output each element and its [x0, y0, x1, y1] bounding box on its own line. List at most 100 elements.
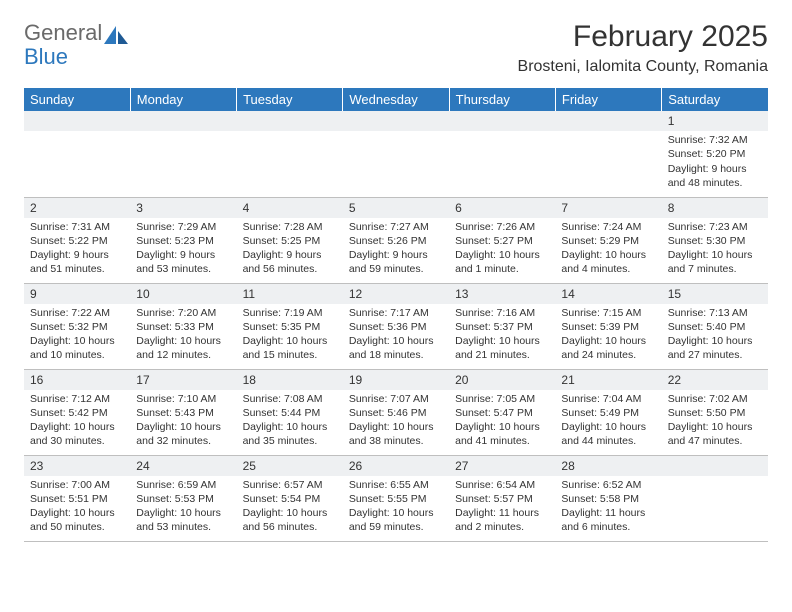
sunrise-text: Sunrise: 6:55 AM	[349, 478, 443, 492]
sunrise-text: Sunrise: 7:26 AM	[455, 220, 549, 234]
sunset-text: Sunset: 5:27 PM	[455, 234, 549, 248]
sunrise-text: Sunrise: 7:19 AM	[243, 306, 337, 320]
calendar-week: 16Sunrise: 7:12 AMSunset: 5:42 PMDayligh…	[24, 369, 768, 455]
calendar-week: 2Sunrise: 7:31 AMSunset: 5:22 PMDaylight…	[24, 197, 768, 283]
day-body: Sunrise: 7:24 AMSunset: 5:29 PMDaylight:…	[555, 218, 661, 281]
title-block: February 2025 Brosteni, Ialomita County,…	[518, 20, 768, 76]
daylight-text: Daylight: 10 hours and 41 minutes.	[455, 420, 549, 448]
calendar-cell: 8Sunrise: 7:23 AMSunset: 5:30 PMDaylight…	[662, 197, 768, 283]
sunset-text: Sunset: 5:46 PM	[349, 406, 443, 420]
day-body: Sunrise: 7:13 AMSunset: 5:40 PMDaylight:…	[662, 304, 768, 367]
day-body: Sunrise: 7:29 AMSunset: 5:23 PMDaylight:…	[130, 218, 236, 281]
header: General February 2025 Brosteni, Ialomita…	[24, 20, 768, 76]
daylight-text: Daylight: 10 hours and 50 minutes.	[30, 506, 124, 534]
sunset-text: Sunset: 5:26 PM	[349, 234, 443, 248]
sunrise-text: Sunrise: 7:07 AM	[349, 392, 443, 406]
calendar-cell: 15Sunrise: 7:13 AMSunset: 5:40 PMDayligh…	[662, 283, 768, 369]
day-body: Sunrise: 7:28 AMSunset: 5:25 PMDaylight:…	[237, 218, 343, 281]
day-body: Sunrise: 7:20 AMSunset: 5:33 PMDaylight:…	[130, 304, 236, 367]
day-body: Sunrise: 7:17 AMSunset: 5:36 PMDaylight:…	[343, 304, 449, 367]
day-number-empty	[449, 111, 555, 131]
day-body: Sunrise: 7:02 AMSunset: 5:50 PMDaylight:…	[662, 390, 768, 453]
sunset-text: Sunset: 5:47 PM	[455, 406, 549, 420]
sunrise-text: Sunrise: 6:57 AM	[243, 478, 337, 492]
day-number: 18	[237, 370, 343, 390]
logo: General	[24, 20, 130, 46]
sunrise-text: Sunrise: 7:13 AM	[668, 306, 762, 320]
sunrise-text: Sunrise: 7:00 AM	[30, 478, 124, 492]
sunset-text: Sunset: 5:25 PM	[243, 234, 337, 248]
calendar-cell	[237, 111, 343, 197]
day-number: 19	[343, 370, 449, 390]
sunset-text: Sunset: 5:32 PM	[30, 320, 124, 334]
day-header-mon: Monday	[130, 88, 236, 111]
day-body: Sunrise: 7:22 AMSunset: 5:32 PMDaylight:…	[24, 304, 130, 367]
daylight-text: Daylight: 10 hours and 47 minutes.	[668, 420, 762, 448]
sunset-text: Sunset: 5:54 PM	[243, 492, 337, 506]
day-number: 2	[24, 198, 130, 218]
daylight-text: Daylight: 10 hours and 53 minutes.	[136, 506, 230, 534]
sunset-text: Sunset: 5:55 PM	[349, 492, 443, 506]
day-number: 5	[343, 198, 449, 218]
calendar-cell: 1Sunrise: 7:32 AMSunset: 5:20 PMDaylight…	[662, 111, 768, 197]
day-body: Sunrise: 6:55 AMSunset: 5:55 PMDaylight:…	[343, 476, 449, 539]
calendar-cell: 14Sunrise: 7:15 AMSunset: 5:39 PMDayligh…	[555, 283, 661, 369]
sunset-text: Sunset: 5:44 PM	[243, 406, 337, 420]
day-number: 7	[555, 198, 661, 218]
day-body: Sunrise: 7:08 AMSunset: 5:44 PMDaylight:…	[237, 390, 343, 453]
calendar-cell: 13Sunrise: 7:16 AMSunset: 5:37 PMDayligh…	[449, 283, 555, 369]
calendar-cell: 4Sunrise: 7:28 AMSunset: 5:25 PMDaylight…	[237, 197, 343, 283]
calendar-cell: 18Sunrise: 7:08 AMSunset: 5:44 PMDayligh…	[237, 369, 343, 455]
calendar-cell: 28Sunrise: 6:52 AMSunset: 5:58 PMDayligh…	[555, 455, 661, 541]
day-number: 11	[237, 284, 343, 304]
daylight-text: Daylight: 10 hours and 12 minutes.	[136, 334, 230, 362]
calendar-cell: 11Sunrise: 7:19 AMSunset: 5:35 PMDayligh…	[237, 283, 343, 369]
sunset-text: Sunset: 5:35 PM	[243, 320, 337, 334]
sunset-text: Sunset: 5:30 PM	[668, 234, 762, 248]
day-number-empty	[237, 111, 343, 131]
day-number: 27	[449, 456, 555, 476]
sunrise-text: Sunrise: 7:23 AM	[668, 220, 762, 234]
day-body: Sunrise: 7:00 AMSunset: 5:51 PMDaylight:…	[24, 476, 130, 539]
day-number-empty	[662, 456, 768, 476]
day-number: 25	[237, 456, 343, 476]
calendar-cell	[24, 111, 130, 197]
day-number: 8	[662, 198, 768, 218]
daylight-text: Daylight: 9 hours and 53 minutes.	[136, 248, 230, 276]
daylight-text: Daylight: 10 hours and 4 minutes.	[561, 248, 655, 276]
sunset-text: Sunset: 5:40 PM	[668, 320, 762, 334]
calendar-cell	[343, 111, 449, 197]
calendar-cell	[449, 111, 555, 197]
calendar-week: 1Sunrise: 7:32 AMSunset: 5:20 PMDaylight…	[24, 111, 768, 197]
day-body: Sunrise: 7:16 AMSunset: 5:37 PMDaylight:…	[449, 304, 555, 367]
calendar-cell: 25Sunrise: 6:57 AMSunset: 5:54 PMDayligh…	[237, 455, 343, 541]
calendar-table: Sunday Monday Tuesday Wednesday Thursday…	[24, 88, 768, 542]
month-title: February 2025	[518, 20, 768, 54]
sunset-text: Sunset: 5:33 PM	[136, 320, 230, 334]
day-body: Sunrise: 7:27 AMSunset: 5:26 PMDaylight:…	[343, 218, 449, 281]
day-number: 21	[555, 370, 661, 390]
day-number: 10	[130, 284, 236, 304]
day-number: 1	[662, 111, 768, 131]
day-body: Sunrise: 7:15 AMSunset: 5:39 PMDaylight:…	[555, 304, 661, 367]
calendar-week: 23Sunrise: 7:00 AMSunset: 5:51 PMDayligh…	[24, 455, 768, 541]
sunrise-text: Sunrise: 7:16 AM	[455, 306, 549, 320]
sunset-text: Sunset: 5:53 PM	[136, 492, 230, 506]
day-number: 26	[343, 456, 449, 476]
calendar-cell: 5Sunrise: 7:27 AMSunset: 5:26 PMDaylight…	[343, 197, 449, 283]
logo-text-blue: Blue	[24, 44, 68, 70]
sunrise-text: Sunrise: 6:59 AM	[136, 478, 230, 492]
sunset-text: Sunset: 5:22 PM	[30, 234, 124, 248]
sunrise-text: Sunrise: 7:15 AM	[561, 306, 655, 320]
sunset-text: Sunset: 5:20 PM	[668, 147, 762, 161]
calendar-cell: 24Sunrise: 6:59 AMSunset: 5:53 PMDayligh…	[130, 455, 236, 541]
daylight-text: Daylight: 11 hours and 6 minutes.	[561, 506, 655, 534]
daylight-text: Daylight: 10 hours and 24 minutes.	[561, 334, 655, 362]
day-number: 3	[130, 198, 236, 218]
calendar-cell	[555, 111, 661, 197]
sail-icon	[104, 26, 130, 44]
sunset-text: Sunset: 5:42 PM	[30, 406, 124, 420]
calendar-cell: 2Sunrise: 7:31 AMSunset: 5:22 PMDaylight…	[24, 197, 130, 283]
day-number-empty	[130, 111, 236, 131]
sunset-text: Sunset: 5:49 PM	[561, 406, 655, 420]
